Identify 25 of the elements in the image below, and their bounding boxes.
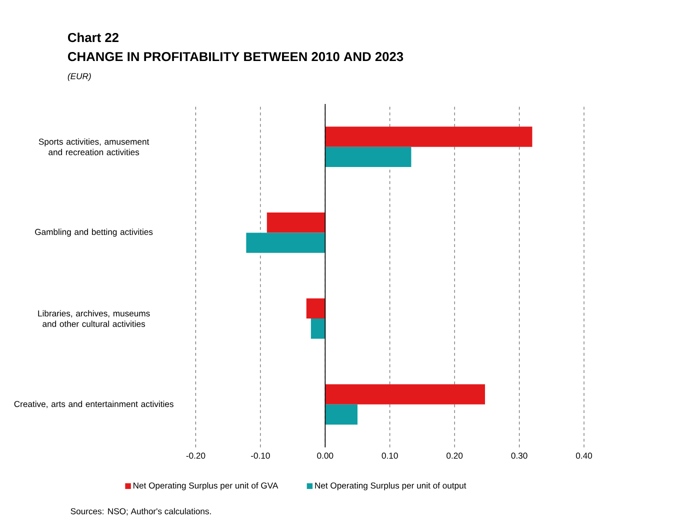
legend-label: Net Operating Surplus per unit of GVA xyxy=(134,482,278,490)
caption: Chart 22 xyxy=(68,32,118,42)
chart-title: CHANGE IN PROFITABILITY BETWEEN 2010 AND 2023 xyxy=(68,52,404,62)
x-tick-label: 0.30 xyxy=(511,452,528,459)
bar xyxy=(246,232,326,253)
y-tick-label: Libraries, archives, museums and other cultural activities xyxy=(38,310,150,328)
bar xyxy=(306,298,326,319)
y-tick-label: Gambling and betting activities xyxy=(35,228,153,237)
x-tick-label: 0.00 xyxy=(317,452,334,459)
x-tick-label: 0.10 xyxy=(382,452,398,459)
bar xyxy=(266,212,326,233)
y-tick-label: Sports activities, amusement and recreation activities xyxy=(38,138,150,156)
y-tick-label: Creative, arts and entertainment activities xyxy=(14,400,174,408)
text: (EUR) xyxy=(68,73,91,82)
legend-label: Net Operating Surplus per unit of output xyxy=(315,482,466,490)
bar xyxy=(325,146,412,168)
x-tick-label: 0.40 xyxy=(576,452,592,459)
x-tick-label: 0.20 xyxy=(446,452,463,459)
x-tick-label: -0.10 xyxy=(251,452,270,459)
x-tick-label: -0.20 xyxy=(186,452,206,459)
bar xyxy=(325,384,485,405)
source-note: Sources: NSO; Author's calculations. xyxy=(70,508,211,516)
bar xyxy=(310,318,326,339)
bar xyxy=(325,404,358,425)
bar xyxy=(325,126,532,147)
